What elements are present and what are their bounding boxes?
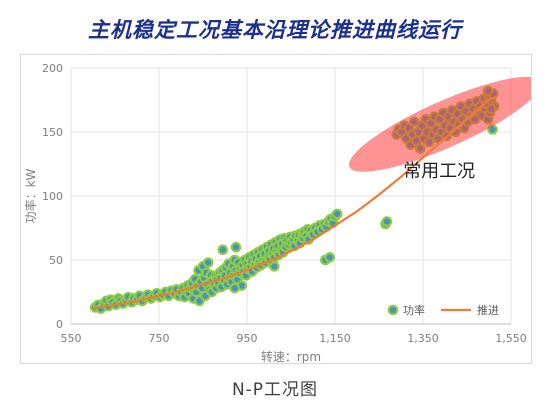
y-tick-label: 150: [42, 126, 63, 139]
legend-line-label: 推进: [477, 303, 499, 317]
x-tick-label: 950: [237, 332, 258, 345]
data-point: [268, 261, 280, 272]
figure-caption: N-P工况图: [231, 380, 319, 400]
data-point: [230, 241, 242, 253]
y-axis-label: 功率：kW: [23, 168, 38, 223]
data-point: [381, 216, 393, 227]
legend-scatter-marker: [387, 304, 399, 316]
y-tick-label: 200: [42, 62, 63, 75]
y-tick-label: 0: [56, 318, 63, 331]
np-scatter-chart: 550 750 950 1,150 1,350 1,550 0 50 100 150 200 转速：r…: [23, 62, 531, 363]
x-tick-label: 1,550: [495, 332, 527, 345]
chart-area: 550 750 950 1,150 1,350 1,550 0 50 100 150 200 转速：r…: [20, 54, 532, 364]
x-axis-label: 转速：rpm: [261, 349, 321, 363]
data-point: [229, 282, 240, 294]
y-tick-label: 50: [49, 254, 63, 267]
x-tick-label: 750: [149, 332, 170, 345]
annotation-label: 常用工况: [403, 161, 475, 182]
x-tick-label: 1,350: [407, 332, 439, 345]
x-tick-label: 550: [61, 332, 82, 345]
data-point: [202, 257, 214, 268]
data-point: [324, 252, 336, 263]
y-tick-label: 100: [42, 190, 63, 203]
x-tick-label: 1,150: [319, 332, 351, 345]
chart-title: 主机稳定工况基本沿理论推进曲线运行: [88, 18, 462, 42]
data-point: [217, 244, 229, 256]
propulsion-curve: [92, 96, 497, 310]
data-point: [331, 208, 343, 220]
legend-scatter-label: 功率: [403, 303, 425, 317]
highlight-region: [349, 76, 531, 172]
